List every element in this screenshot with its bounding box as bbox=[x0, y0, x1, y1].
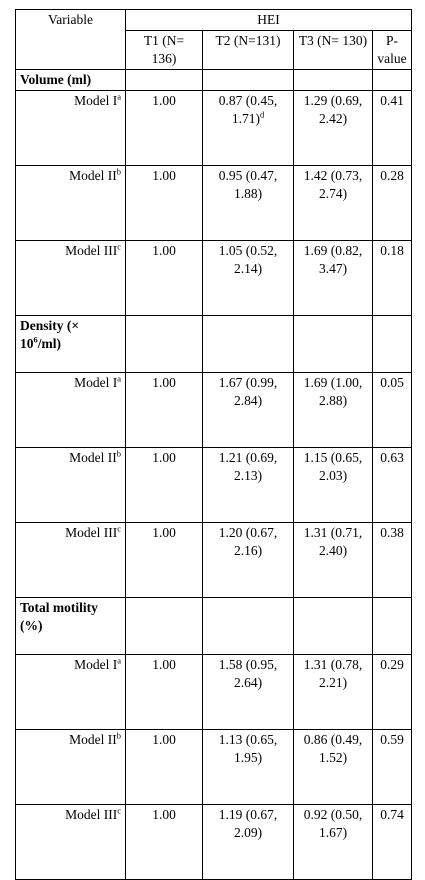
t1-cell: 1.00 bbox=[125, 165, 203, 241]
table-row: Model IIIc 1.00 1.05 (0.52, 2.14) 1.69 (… bbox=[15, 240, 412, 316]
t3-cell: 0.92 (0.50, 1.67) bbox=[293, 804, 373, 880]
t1-cell: 1.00 bbox=[125, 372, 203, 448]
row-label: Model IIb bbox=[15, 447, 126, 523]
header-variable: Variable bbox=[15, 9, 126, 70]
header-t3: T3 (N= 130) bbox=[293, 30, 373, 70]
header-t2: T2 (N=131) bbox=[202, 30, 294, 70]
t1-cell: 1.00 bbox=[125, 90, 203, 166]
section-title: Total motility (%) bbox=[15, 597, 126, 655]
p-cell: 0.41 bbox=[372, 90, 412, 166]
row-label: Model IIIc bbox=[15, 240, 126, 316]
p-cell: 0.18 bbox=[372, 240, 412, 316]
p-cell: 0.38 bbox=[372, 522, 412, 598]
p-cell: 0.59 bbox=[372, 729, 412, 805]
t2-cell: 1.21 (0.69, 2.13) bbox=[202, 447, 294, 523]
t1-cell: 1.00 bbox=[125, 654, 203, 730]
t2-cell: 1.58 (0.95, 2.64) bbox=[202, 654, 294, 730]
table-row: Model IIIc 1.00 1.19 (0.67, 2.09) 0.92 (… bbox=[15, 804, 412, 880]
t3-cell: 1.69 (1.00, 2.88) bbox=[293, 372, 373, 448]
t3-cell: 0.86 (0.49, 1.52) bbox=[293, 729, 373, 805]
t2-cell: 1.67 (0.99, 2.84) bbox=[202, 372, 294, 448]
t1-cell: 1.00 bbox=[125, 804, 203, 880]
t3-cell: 1.31 (0.71, 2.40) bbox=[293, 522, 373, 598]
header-row-1: Variable HEI bbox=[15, 9, 412, 70]
t1-cell: 1.00 bbox=[125, 447, 203, 523]
section-title: Density (× 106/ml) bbox=[15, 315, 126, 373]
table-row: Model Ia 1.00 1.58 (0.95, 2.64) 1.31 (0.… bbox=[15, 654, 412, 730]
row-label: Model IIIc bbox=[15, 522, 126, 598]
section-title: Volume (ml) bbox=[15, 69, 126, 91]
t2-cell: 1.20 (0.67, 2.16) bbox=[202, 522, 294, 598]
section-row-density: Density (× 106/ml) bbox=[15, 315, 412, 373]
p-cell: 0.28 bbox=[372, 165, 412, 241]
t2-cell: 1.19 (0.67, 2.09) bbox=[202, 804, 294, 880]
table-row: Model IIIc 1.00 1.20 (0.67, 2.16) 1.31 (… bbox=[15, 522, 412, 598]
row-label: Model IIb bbox=[15, 165, 126, 241]
t1-cell: 1.00 bbox=[125, 729, 203, 805]
results-table: Variable HEI T1 (N= 136) T2 (N=131) T3 (… bbox=[15, 9, 412, 880]
p-cell: 0.63 bbox=[372, 447, 412, 523]
row-label: Model Ia bbox=[15, 372, 126, 448]
p-cell: 0.29 bbox=[372, 654, 412, 730]
t2-cell: 0.87 (0.45, 1.71)d bbox=[202, 90, 294, 166]
p-cell: 0.74 bbox=[372, 804, 412, 880]
p-cell: 0.05 bbox=[372, 372, 412, 448]
t1-cell: 1.00 bbox=[125, 240, 203, 316]
header-hei: HEI bbox=[125, 9, 412, 31]
header-row-2: T1 (N= 136) T2 (N=131) T3 (N= 130) P-val… bbox=[16, 30, 412, 70]
table-row: Model IIb 1.00 1.21 (0.69, 2.13) 1.15 (0… bbox=[15, 447, 412, 523]
header-t1: T1 (N= 136) bbox=[125, 30, 203, 70]
table-row: Model Ia 1.00 0.87 (0.45, 1.71)d 1.29 (0… bbox=[15, 90, 412, 166]
row-label: Model Ia bbox=[15, 654, 126, 730]
table-row: Model IIb 1.00 1.13 (0.65, 1.95) 0.86 (0… bbox=[15, 729, 412, 805]
t3-cell: 1.29 (0.69, 2.42) bbox=[293, 90, 373, 166]
section-row-motility: Total motility (%) bbox=[15, 597, 412, 655]
t3-cell: 1.15 (0.65, 2.03) bbox=[293, 447, 373, 523]
header-pvalue: P-value bbox=[372, 30, 412, 70]
row-label: Model Ia bbox=[15, 90, 126, 166]
t2-cell: 1.05 (0.52, 2.14) bbox=[202, 240, 294, 316]
t2-cell: 0.95 (0.47, 1.88) bbox=[202, 165, 294, 241]
t2-cell: 1.13 (0.65, 1.95) bbox=[202, 729, 294, 805]
row-label: Model IIIc bbox=[15, 804, 126, 880]
t1-cell: 1.00 bbox=[125, 522, 203, 598]
section-row-volume: Volume (ml) bbox=[15, 69, 412, 91]
table-row: Model Ia 1.00 1.67 (0.99, 2.84) 1.69 (1.… bbox=[15, 372, 412, 448]
row-label: Model IIb bbox=[15, 729, 126, 805]
table-row: Model IIb 1.00 0.95 (0.47, 1.88) 1.42 (0… bbox=[15, 165, 412, 241]
t3-cell: 1.31 (0.78, 2.21) bbox=[293, 654, 373, 730]
t3-cell: 1.69 (0.82, 3.47) bbox=[293, 240, 373, 316]
t3-cell: 1.42 (0.73, 2.74) bbox=[293, 165, 373, 241]
